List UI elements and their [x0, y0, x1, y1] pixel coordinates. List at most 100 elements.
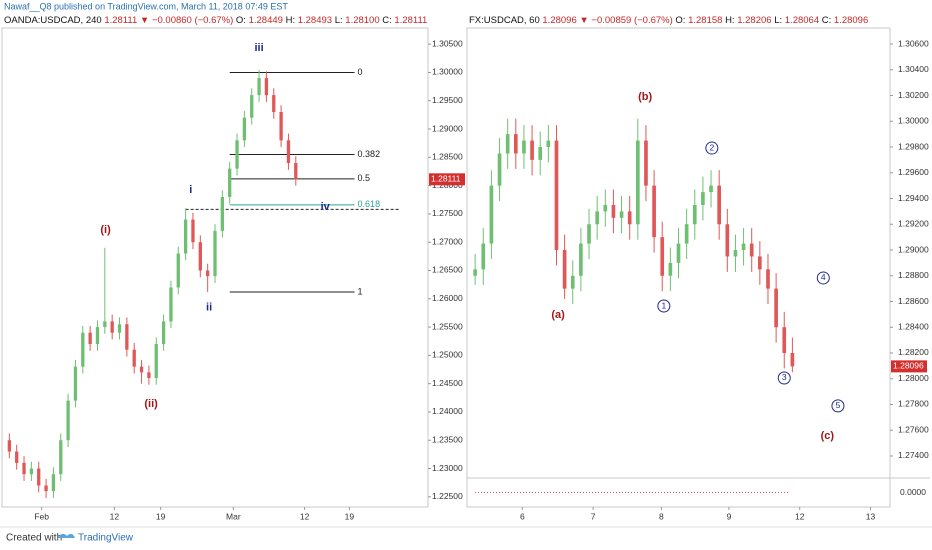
candle-body: [587, 224, 591, 244]
y-tick-label: 1.25500: [432, 321, 463, 331]
candle-body: [505, 134, 510, 154]
ohlc-label: H:: [286, 15, 296, 26]
candle-body: [264, 78, 269, 96]
candle-body: [652, 185, 656, 238]
symbol: OANDA:USDCAD, 240: [4, 15, 102, 26]
candle-body: [660, 237, 665, 276]
x-tick-label: 9: [727, 511, 732, 521]
wave-label: ii: [206, 302, 212, 314]
candle-body: [139, 366, 144, 373]
candle-body: [562, 250, 567, 289]
header: OANDA:USDCAD, 240 1.28111 ▼ −0.00860 (−0…: [4, 15, 427, 26]
ohlc-value: 1.28206: [737, 15, 771, 26]
candle-body: [183, 219, 188, 254]
candle-body: [103, 321, 107, 328]
change-arrow: ▼: [140, 15, 149, 26]
candle-body: [272, 95, 276, 113]
candle-body: [22, 462, 26, 475]
wave-label: (b): [638, 91, 652, 103]
ohlc-value: 1.28493: [298, 15, 332, 26]
y-tick-label: 1.26000: [432, 293, 463, 303]
candle-body: [676, 243, 681, 263]
wave-label: iii: [254, 42, 263, 54]
candle-body: [741, 243, 746, 251]
candle-body: [66, 400, 70, 441]
ohlc-value: 1.28158: [688, 15, 722, 26]
candle-body: [169, 287, 173, 322]
fib-label: 0.5: [358, 173, 371, 183]
candle-body: [29, 468, 34, 475]
candle-body: [191, 219, 195, 243]
y-tick-label: 1.27000: [432, 236, 463, 246]
candle-body: [530, 140, 534, 160]
candle-body: [59, 440, 63, 475]
y-tick-label: 1.24000: [432, 406, 463, 416]
candle-body: [579, 243, 583, 276]
change: −0.00860 (−0.67%): [152, 15, 233, 26]
y-tick-label: 1.30200: [898, 90, 929, 100]
y-tick-label: 1.29000: [898, 244, 929, 254]
wave-circle: [831, 399, 845, 413]
candle-body: [176, 253, 180, 288]
candle-body: [250, 95, 254, 118]
wave-label: iv: [321, 201, 331, 213]
symbol: FX:USDCAD, 60: [469, 15, 540, 26]
x-tick-label: 6: [520, 511, 525, 521]
candle-body: [44, 485, 48, 492]
publisher: Nawaf__Q8 published on TradingView.com, …: [4, 1, 288, 11]
y-tick-label: 1.29000: [432, 123, 463, 133]
candle-body: [242, 117, 247, 141]
x-tick-label: 12: [795, 511, 805, 521]
wave-label: 4: [821, 272, 826, 282]
candle-body: [206, 270, 210, 277]
candle-body: [782, 327, 787, 353]
candle-body: [257, 78, 261, 96]
candle-body: [125, 324, 129, 350]
wave-label: 5: [836, 400, 841, 410]
ohlc-label: L:: [335, 15, 343, 26]
ohlc-value: 1.28449: [249, 15, 283, 26]
y-tick-label: 1.27400: [898, 450, 929, 460]
y-tick-label: 1.29400: [898, 193, 929, 203]
y-tick-label: 1.28000: [898, 373, 929, 383]
y-tick-label: 1.29800: [898, 141, 929, 151]
fib-label: 0.382: [358, 149, 381, 159]
candle-body: [489, 185, 494, 244]
ohlc-value: 1.28064: [785, 15, 819, 26]
candle-body: [725, 224, 730, 257]
candle-body: [611, 204, 616, 218]
y-tick-label: 1.28600: [898, 296, 929, 306]
y-tick-label: 1.30600: [898, 38, 929, 48]
candle-body: [644, 140, 648, 186]
y-tick-label: 1.28800: [898, 270, 929, 280]
y-tick-label: 1.30400: [898, 64, 929, 74]
fib-label: 0.618: [358, 199, 381, 209]
candle-body: [717, 185, 722, 225]
wave-label: 2: [709, 142, 714, 152]
ohlc-label: O:: [675, 15, 685, 26]
candle-body: [7, 440, 11, 452]
candle-body: [570, 275, 575, 289]
candle-body: [198, 242, 202, 271]
wave-label: (a): [551, 309, 565, 321]
price-tag: [429, 173, 465, 186]
candle-body: [235, 140, 239, 169]
ohlc-value: 1.28096: [834, 15, 868, 26]
candle-body: [88, 332, 92, 345]
fib-label: 1: [358, 286, 363, 296]
y-tick-label: 1.25000: [432, 350, 463, 360]
candle-body: [110, 321, 114, 333]
candle-body: [228, 168, 232, 197]
y-tick-label: 1.23000: [432, 463, 463, 473]
candle-body: [595, 211, 599, 225]
y-tick-label: 1.27500: [432, 208, 463, 218]
ohlc-value: 1.28111: [394, 15, 427, 26]
y-tick-label: 1.28200: [898, 347, 929, 357]
x-tick-label: 13: [866, 511, 876, 521]
y-tick-label: 1.28500: [432, 152, 463, 162]
y-tick-label: 1.29600: [898, 167, 929, 177]
x-tick-label: 19: [345, 511, 355, 521]
candle-body: [81, 332, 85, 367]
y-tick-label: 1.24500: [432, 378, 463, 388]
